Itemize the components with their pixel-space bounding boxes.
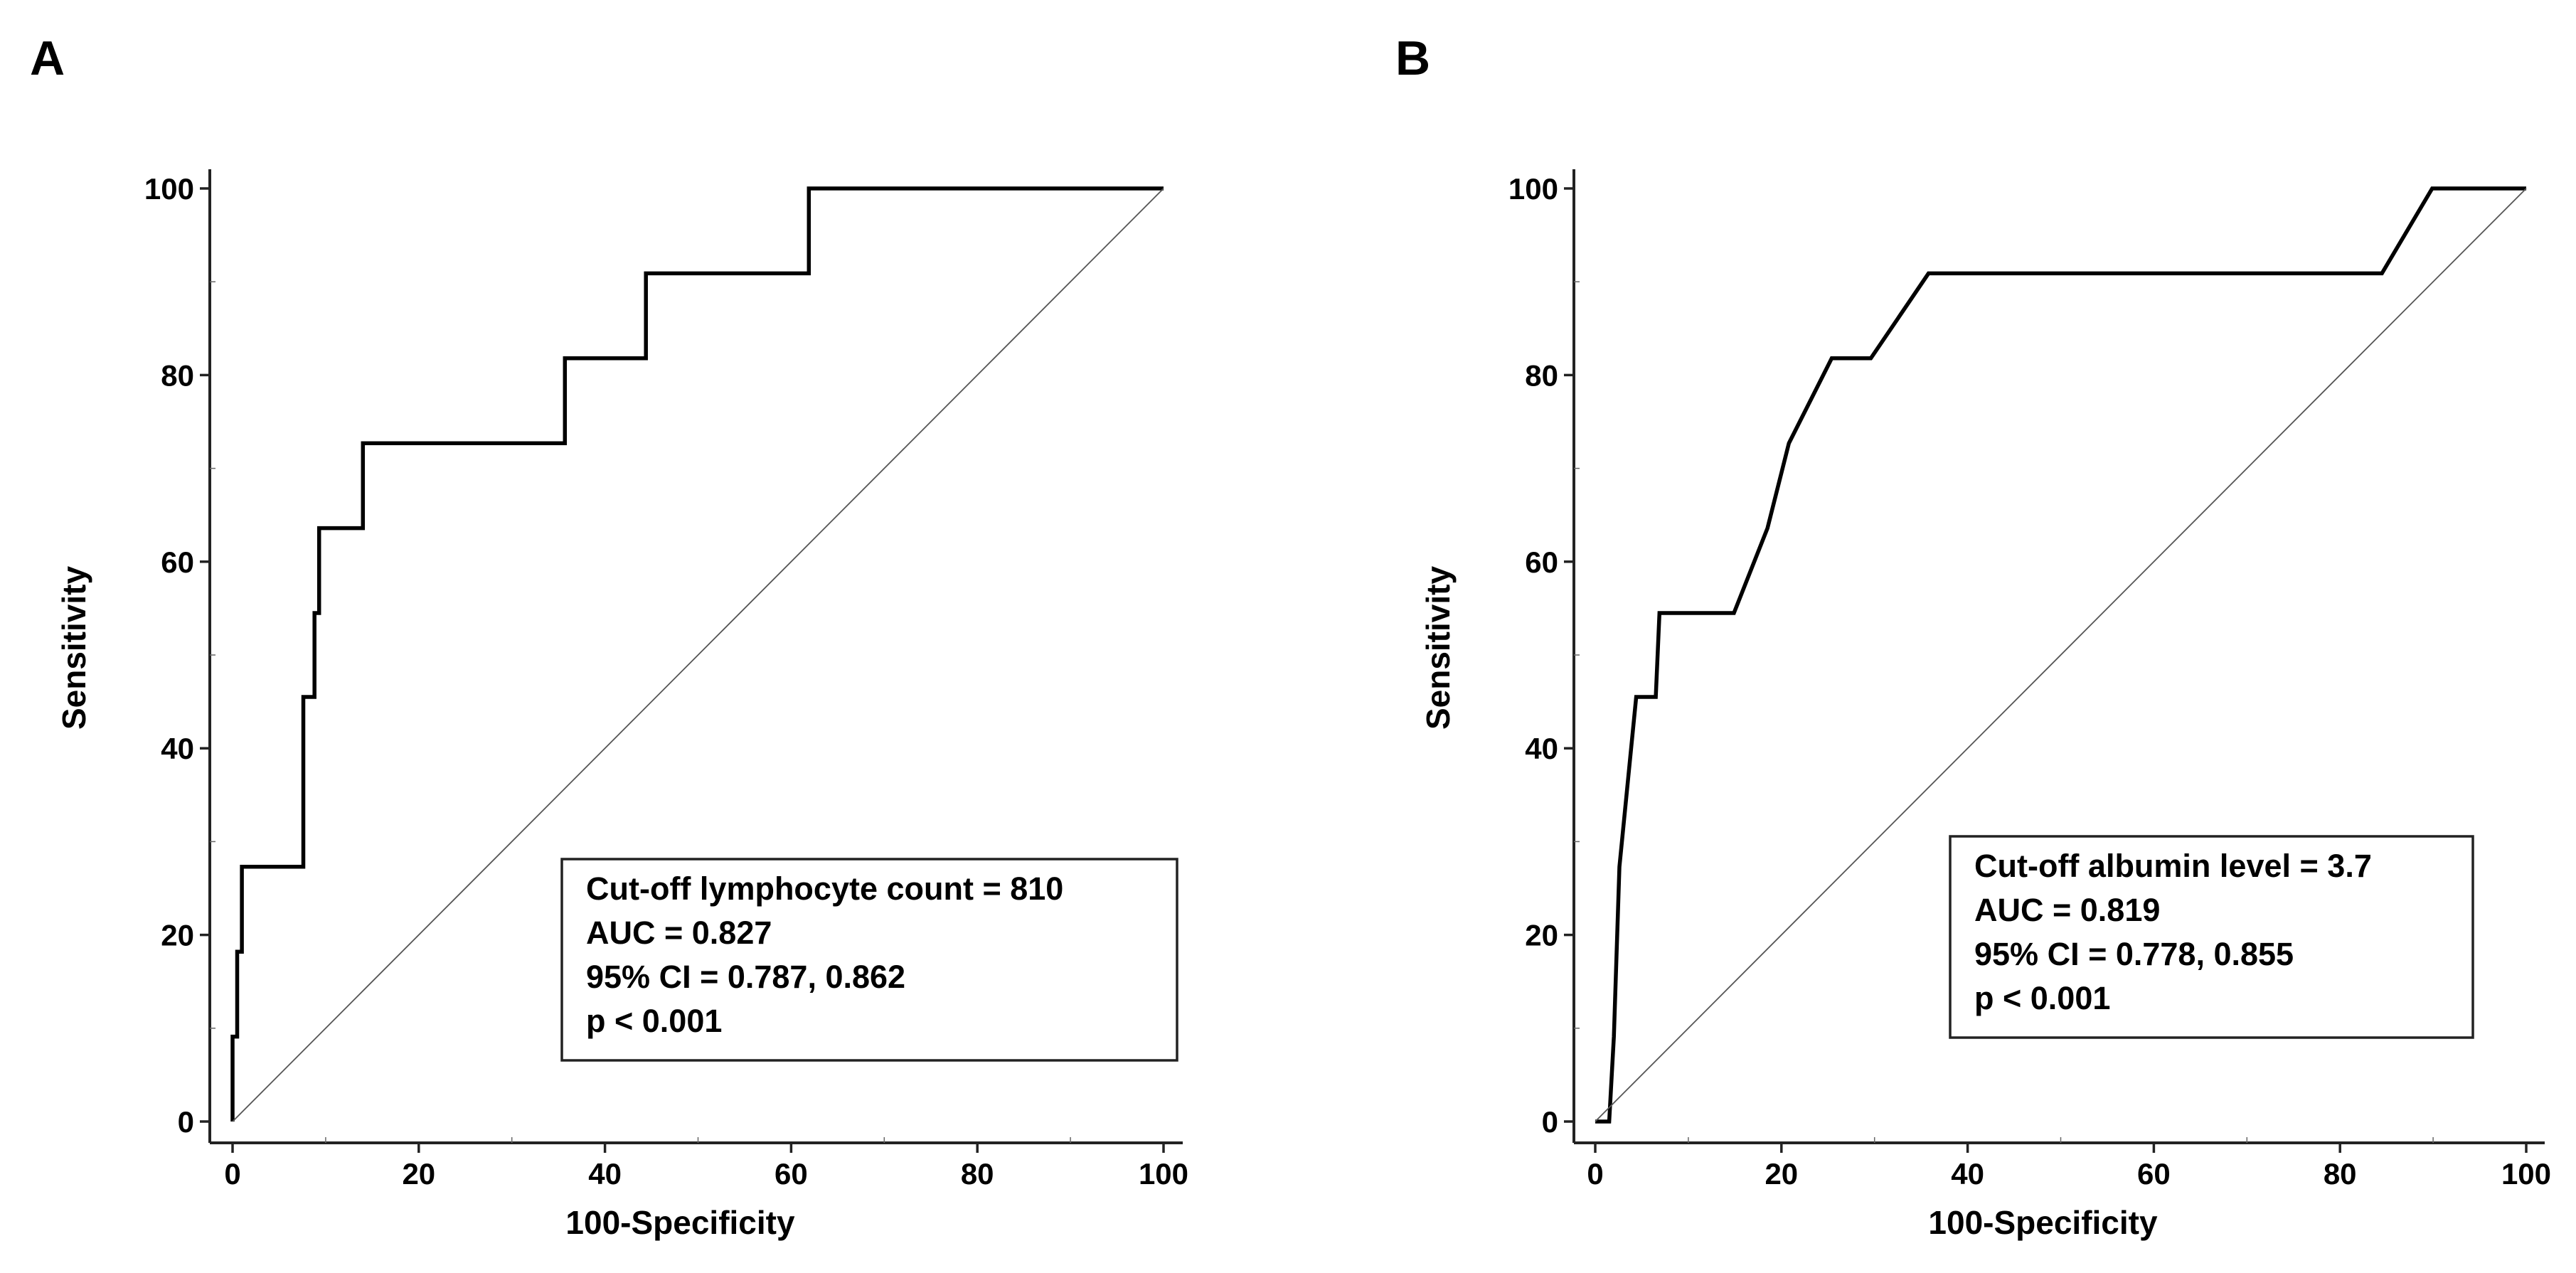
legend-line: Cut-off lymphocyte count = 810: [586, 870, 1063, 907]
reference-line: [1595, 188, 2527, 1122]
x-tick-label: 80: [961, 1157, 994, 1191]
y-tick-label: 60: [161, 545, 194, 579]
legend-box: Cut-off albumin level = 3.7 AUC = 0.819 95…: [1949, 835, 2474, 1039]
x-tick-label: 40: [588, 1157, 622, 1191]
y-tick-label: 20: [161, 919, 194, 952]
reference-line: [232, 188, 1164, 1122]
x-tick-label: 0: [224, 1157, 240, 1191]
x-tick-label: 80: [2324, 1157, 2357, 1191]
y-axis-label: Sensitivity: [1420, 566, 1457, 730]
y-tick-label: 0: [1542, 1105, 1558, 1139]
x-axis-label: 100-Specificity: [1928, 1204, 2158, 1241]
x-tick-label: 0: [1587, 1157, 1603, 1191]
x-tick-label: 40: [1951, 1157, 1984, 1191]
y-tick-label: 40: [161, 732, 194, 765]
legend-line: AUC = 0.827: [586, 915, 772, 951]
legend-line: 95% CI = 0.778, 0.855: [1974, 936, 2294, 972]
panel-letter: A: [30, 31, 65, 85]
x-axis-label: 100-Specificity: [565, 1204, 795, 1241]
panel-letter: B: [1395, 31, 1430, 85]
y-tick-label: 100: [1508, 172, 1558, 206]
x-tick-label: 60: [775, 1157, 808, 1191]
y-tick-label: 60: [1525, 545, 1558, 579]
x-tick-label: 60: [2137, 1157, 2171, 1191]
x-tick-label: 100: [2501, 1157, 2551, 1191]
legend-frame: [1949, 835, 2474, 1039]
y-tick-label: 20: [1525, 919, 1558, 952]
legend-line: AUC = 0.819: [1974, 892, 2160, 928]
roc-curve: [230, 186, 1164, 1122]
legend-line: p < 0.001: [586, 1003, 722, 1039]
panel-b: B 0 20 40 60 80 100 0 20 40 60 80 100 100-Specificity…: [1395, 31, 2551, 1241]
x-tick-label: 20: [402, 1157, 435, 1191]
legend-line: Cut-off albumin level = 3.7: [1974, 848, 2372, 884]
legend-frame: [560, 858, 1178, 1062]
roc-curve: [1595, 186, 2526, 1124]
panel-a: A 0 20 40 60 80 100 0 20 40 60 80 100 100-Specificity…: [30, 31, 1188, 1241]
legend-box: Cut-off lymphocyte count = 810 AUC = 0.82…: [560, 858, 1178, 1062]
y-axis-label: Sensitivity: [55, 566, 92, 730]
y-tick-label: 80: [1525, 358, 1558, 392]
x-tick-label: 100: [1139, 1157, 1188, 1191]
y-tick-label: 80: [161, 358, 194, 392]
y-tick-label: 0: [178, 1105, 194, 1139]
legend-line: 95% CI = 0.787, 0.862: [586, 959, 905, 995]
legend-line: p < 0.001: [1974, 980, 2110, 1016]
y-tick-label: 100: [144, 172, 194, 206]
y-tick-label: 40: [1525, 732, 1558, 765]
x-tick-label: 20: [1765, 1157, 1798, 1191]
